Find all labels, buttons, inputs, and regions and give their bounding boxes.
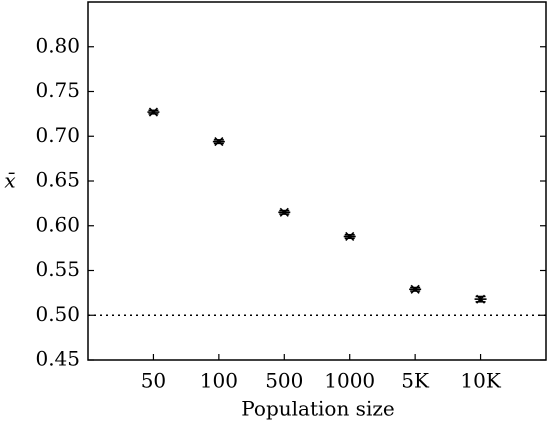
marker — [343, 231, 356, 242]
plot-frame — [87, 1, 547, 361]
x-tick-label: 100 — [200, 369, 238, 393]
y-tick-label: 0.55 — [35, 257, 80, 281]
y-tick-label: 0.45 — [35, 347, 80, 371]
x-tick-label: 500 — [265, 369, 303, 393]
x-tick-label: 1000 — [324, 369, 375, 393]
x-tick-label: 50 — [141, 369, 166, 393]
y-tick-label: 0.65 — [35, 168, 80, 192]
x-tick-label: 10K — [460, 369, 501, 393]
marker — [409, 284, 422, 294]
y-tick-label: 0.50 — [35, 302, 80, 326]
y-tick-label: 0.60 — [35, 212, 80, 236]
marker — [278, 207, 291, 217]
y-tick-label: 0.80 — [35, 33, 80, 57]
y-tick-label: 0.75 — [35, 78, 80, 102]
y-tick-label: 0.70 — [35, 123, 80, 147]
marker — [212, 137, 225, 147]
x-axis-label: Population size — [241, 397, 394, 421]
y-axis-label: x̄ — [4, 169, 15, 193]
marker — [147, 107, 160, 117]
marker — [474, 294, 487, 304]
x-tick-label: 5K — [401, 369, 430, 393]
